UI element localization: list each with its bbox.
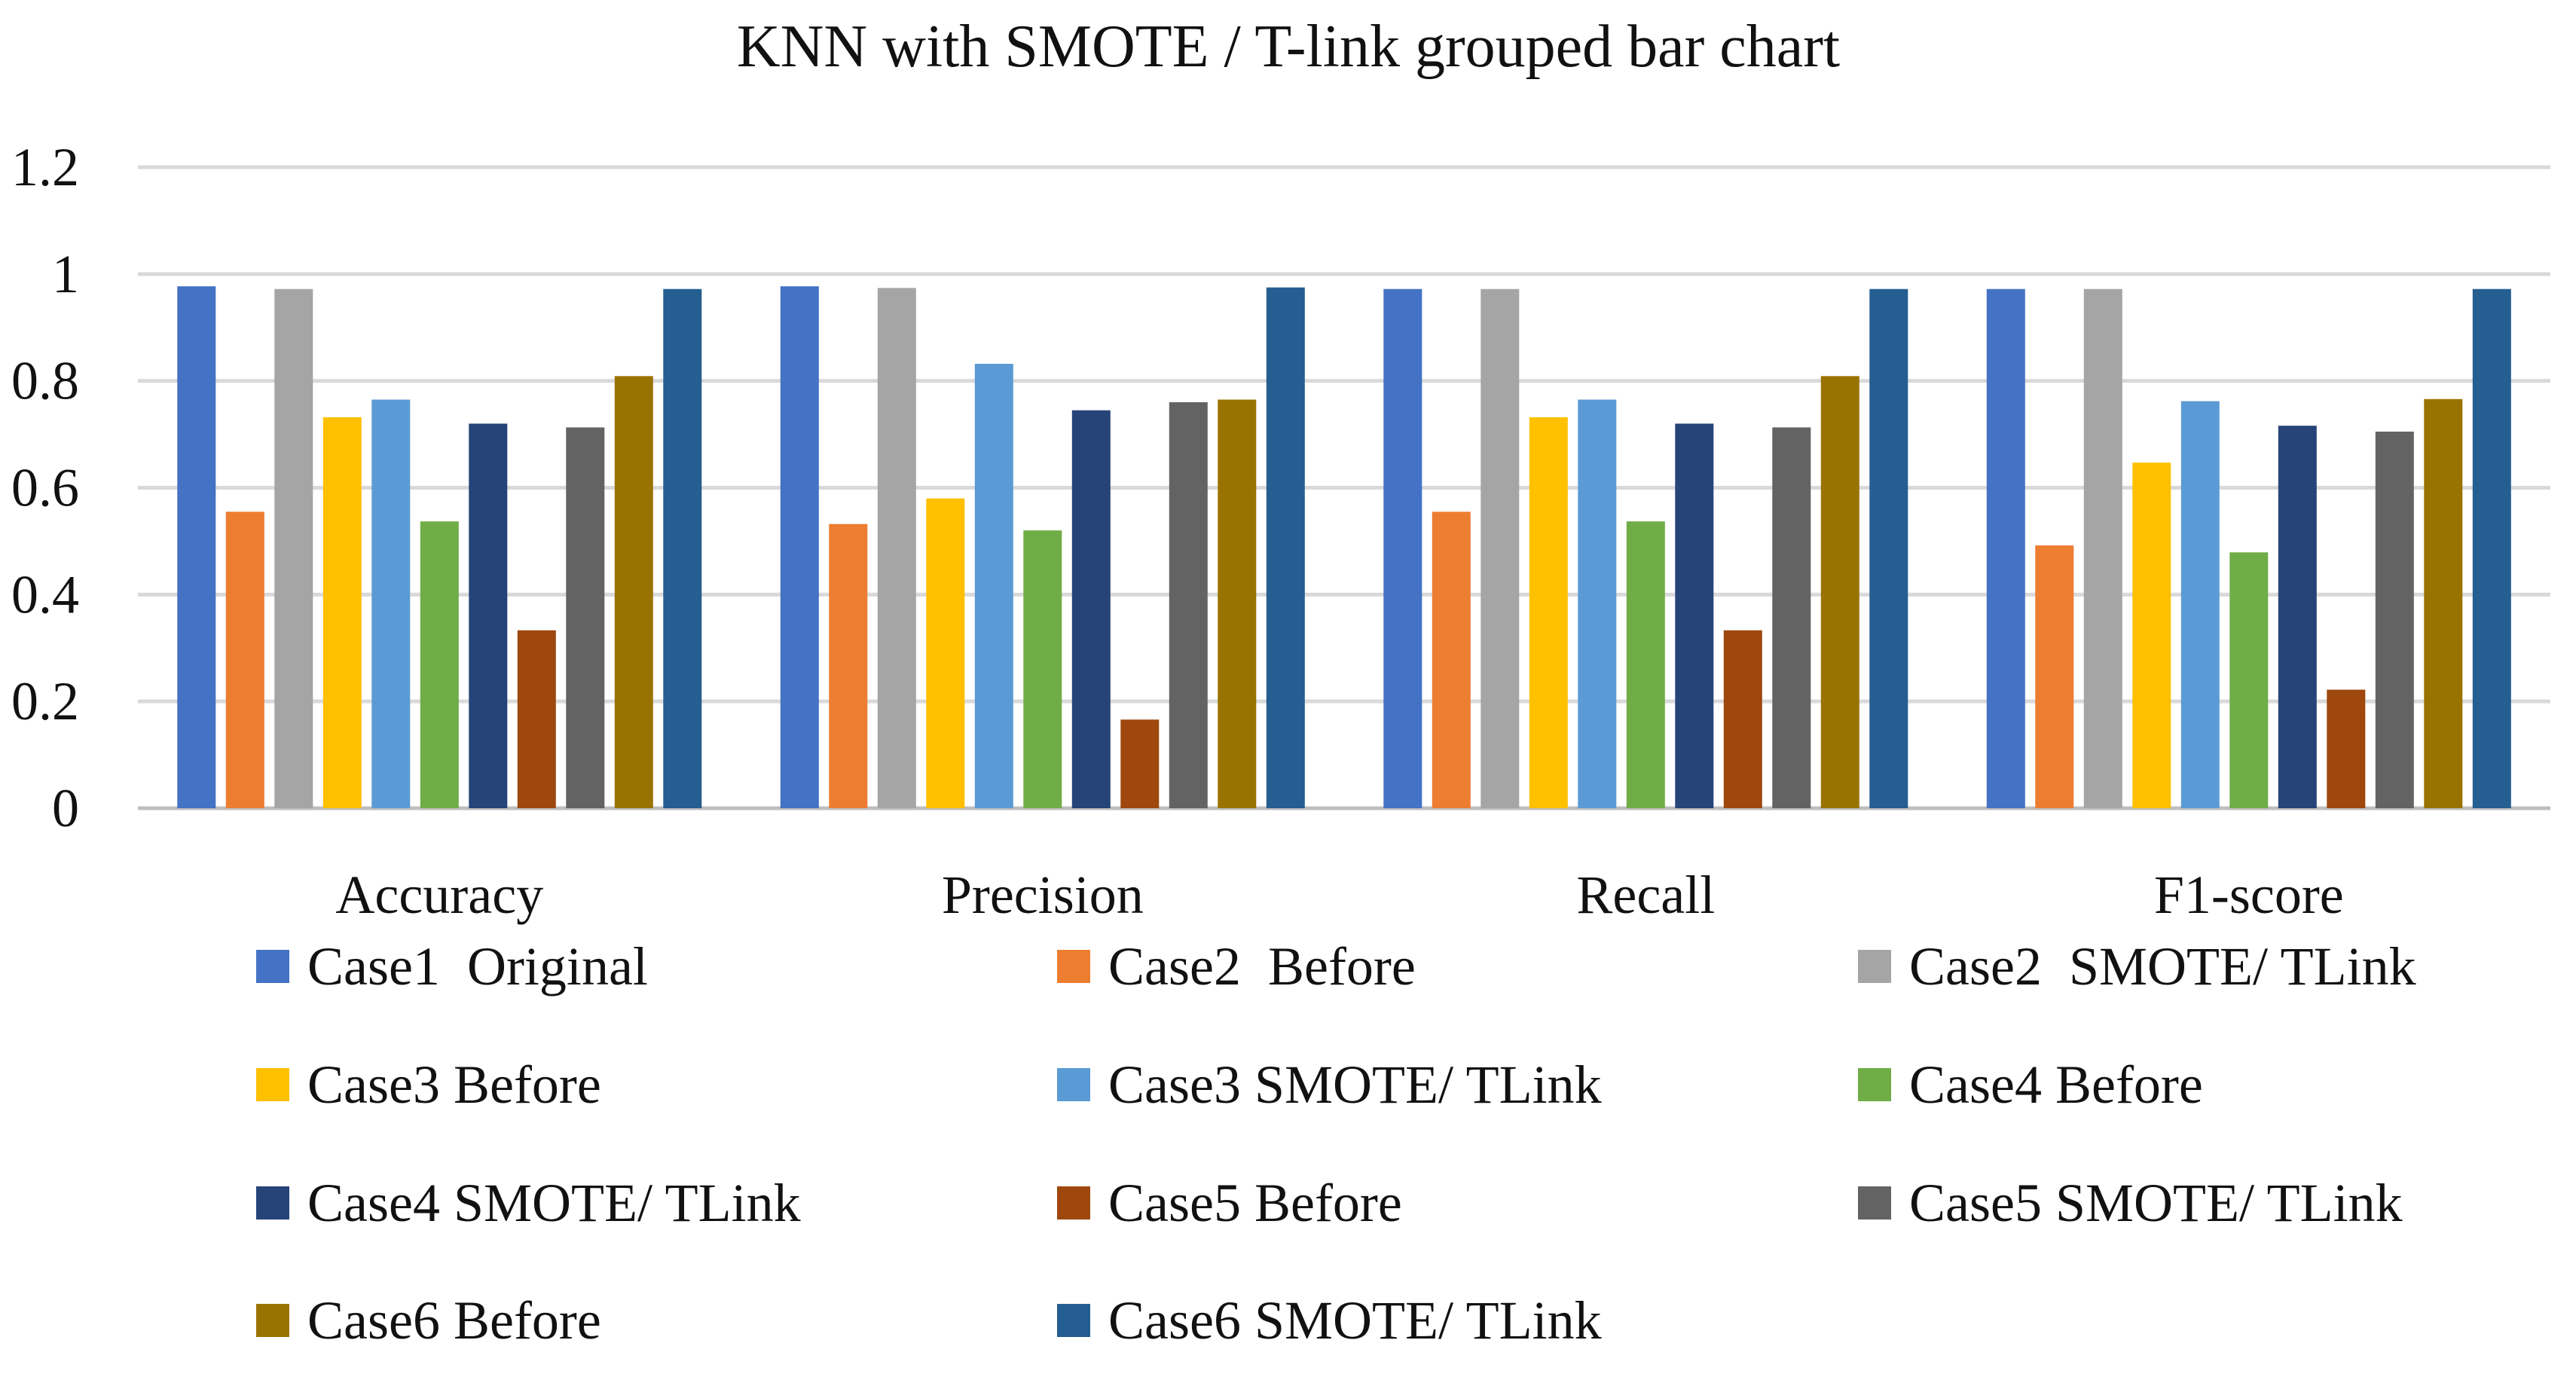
bar-f1-score-series-9 [2375,432,2414,808]
bar-recall-series-7 [1675,423,1714,808]
bar-precision-series-6 [1023,530,1062,808]
chart-title: KNN with SMOTE / T-link grouped bar char… [737,14,1840,80]
bar-accuracy-series-2 [225,511,264,808]
bar-accuracy-series-9 [566,427,605,808]
bar-recall-series-5 [1578,399,1617,808]
bar-f1-score-series-7 [2278,426,2317,808]
bar-accuracy-series-6 [420,521,459,808]
bar-recall-series-3 [1481,288,1520,808]
x-tick-label: Accuracy [335,865,543,925]
bar-accuracy-series-5 [371,399,411,808]
x-tick-label: F1-score [2154,865,2344,925]
y-axis-tick-labels: 0 0.2 0.4 0.6 0.8 1 1.2 [11,137,79,838]
bar-f1-score-series-3 [2083,288,2122,808]
bar-recall-series-6 [1626,521,1665,808]
bar-recall-series-9 [1772,427,1811,808]
bar-accuracy-series-11 [663,288,702,808]
bar-precision-series-8 [1120,719,1160,808]
bar-recall-series-8 [1723,630,1762,808]
y-tick-label: 0.2 [11,671,79,731]
bar-recall-series-2 [1432,511,1471,808]
bar-recall-series-10 [1820,376,1859,808]
y-tick-label: 0.8 [11,351,79,411]
bar-precision-series-4 [926,498,965,808]
bar-f1-score-series-2 [2035,545,2074,808]
bar-accuracy-series-7 [469,423,508,808]
bar-f1-score-series-5 [2180,401,2220,808]
x-tick-label: Precision [942,865,1144,925]
x-tick-label: Recall [1576,865,1715,925]
y-tick-label: 0.6 [11,458,79,518]
bar-accuracy-series-4 [322,417,362,808]
bar-precision-series-5 [974,364,1013,808]
bar-f1-score-series-11 [2472,288,2511,808]
bar-accuracy-series-8 [517,630,556,808]
bar-precision-series-3 [877,288,916,808]
bar-precision-series-1 [780,286,819,809]
y-tick-label: 1.2 [11,137,79,197]
x-axis-tick-labels: Accuracy Precision Recall F1-score [335,865,2343,925]
bar-recall-series-11 [1869,288,1908,808]
bar-f1-score-series-6 [2229,552,2269,808]
bar-accuracy-series-1 [177,286,216,809]
bar-f1-score-series-1 [1986,288,2025,808]
bars [177,286,2511,809]
y-tick-label: 0.4 [11,564,79,624]
bar-f1-score-series-4 [2132,462,2171,808]
bar-recall-series-1 [1383,288,1422,808]
bar-precision-series-10 [1218,399,1257,808]
y-tick-label: 1 [52,244,79,304]
bar-precision-series-9 [1169,402,1208,808]
y-tick-label: 0 [52,778,79,838]
bar-accuracy-series-10 [614,376,653,808]
bar-precision-series-11 [1266,287,1305,809]
bar-f1-score-series-8 [2327,689,2366,808]
bar-precision-series-7 [1071,410,1111,808]
bar-precision-series-2 [829,524,868,808]
bar-f1-score-series-10 [2424,398,2463,808]
bar-accuracy-series-3 [274,288,313,808]
bar-recall-series-4 [1529,417,1568,808]
